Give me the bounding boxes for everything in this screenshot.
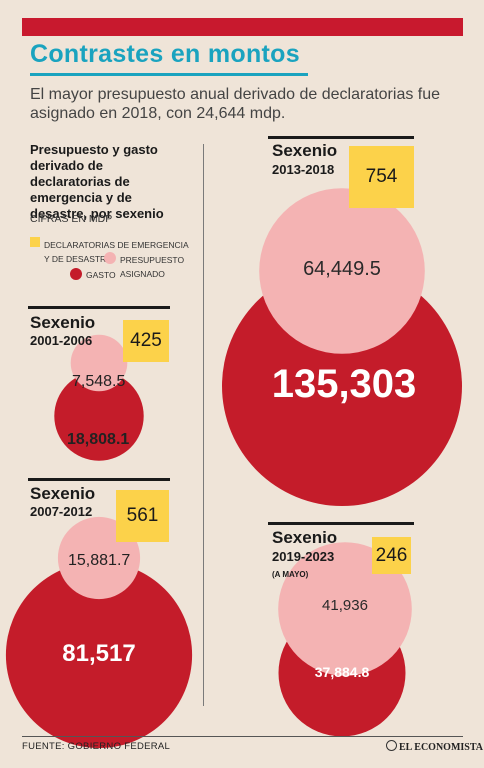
sexenio-3-rule xyxy=(268,136,414,139)
column-divider xyxy=(203,144,204,706)
sexenio-1-rule xyxy=(28,306,170,309)
legend-label-gasto: GASTO xyxy=(86,270,116,280)
brand-mark-icon xyxy=(386,740,397,751)
sexenio-2-gasto-label: 81,517 xyxy=(62,640,136,667)
bubble-gasto-2 xyxy=(5,561,193,749)
sexenio-4-declaratorias: 246 xyxy=(372,537,411,574)
sexenio-2-presupuesto-label: 15,881.7 xyxy=(68,552,131,569)
brand-logo: EL ECONOMISTA xyxy=(386,740,483,753)
legend-title: Presupuesto y gasto derivado de declarat… xyxy=(30,142,164,221)
sexenio-3-years: 2013-2018 xyxy=(272,162,335,177)
source-note: FUENTE: GOBIERNO FEDERAL xyxy=(22,741,171,752)
legend-label-presupuesto: PRESUPUESTO ASIGNADO xyxy=(120,255,185,279)
sexenio-2-label: Sexenio xyxy=(30,484,96,503)
sexenio-1-years: 2001-2006 xyxy=(30,333,93,348)
sexenio-4-rule xyxy=(268,522,414,525)
page-subtitle: El mayor presupuesto anual derivado de d… xyxy=(30,86,441,122)
bubble-presupuesto-1 xyxy=(70,334,128,392)
bubble-gasto-1 xyxy=(54,371,144,461)
footer-rule xyxy=(22,736,463,737)
legend-label-declaratorias: DECLARATORIAS DE EMERGENCIA Y DE DESASTR… xyxy=(44,240,189,264)
sexenio-1-label: Sexenio xyxy=(30,313,96,332)
page-title: Contrastes en montos xyxy=(30,40,300,68)
sexenio-4-note: (A MAYO) xyxy=(272,570,309,579)
legend-units: CIFRAS EN MDP xyxy=(30,213,113,225)
legend-swatch-gasto xyxy=(70,268,82,280)
sexenio-4-years: 2019-2023 xyxy=(272,549,335,564)
sexenio-1-presupuesto-label: 7,548.5 xyxy=(72,373,126,390)
bubble-presupuesto-4 xyxy=(278,542,412,676)
sexenio-3-gasto-label: 135,303 xyxy=(271,362,417,406)
sexenio-2-declaratorias: 561 xyxy=(116,490,169,542)
sexenio-2-years: 2007-2012 xyxy=(30,504,93,519)
sexenio-4-gasto-label: 37,884.8 xyxy=(314,664,370,680)
legend-swatch-declaratorias xyxy=(30,237,40,247)
sexenio-3-declaratorias: 754 xyxy=(349,146,414,208)
sexenio-3-label: Sexenio xyxy=(272,141,338,160)
title-underline xyxy=(30,73,308,76)
sexenio-2-rule xyxy=(28,478,170,481)
brand-name: EL ECONOMISTA xyxy=(399,742,483,753)
bubble-presupuesto-3 xyxy=(259,188,425,354)
top-accent-bar xyxy=(22,18,463,36)
legend-swatch-presupuesto xyxy=(104,252,116,264)
sexenio-3-presupuesto-label: 64,449.5 xyxy=(303,258,381,280)
sexenio-4-presupuesto-label: 41,936 xyxy=(322,597,368,614)
sexenio-1-declaratorias: 425 xyxy=(123,320,169,362)
sexenio-1-gasto-label: 18,808.1 xyxy=(67,431,130,448)
sexenio-4-label: Sexenio xyxy=(272,528,338,547)
